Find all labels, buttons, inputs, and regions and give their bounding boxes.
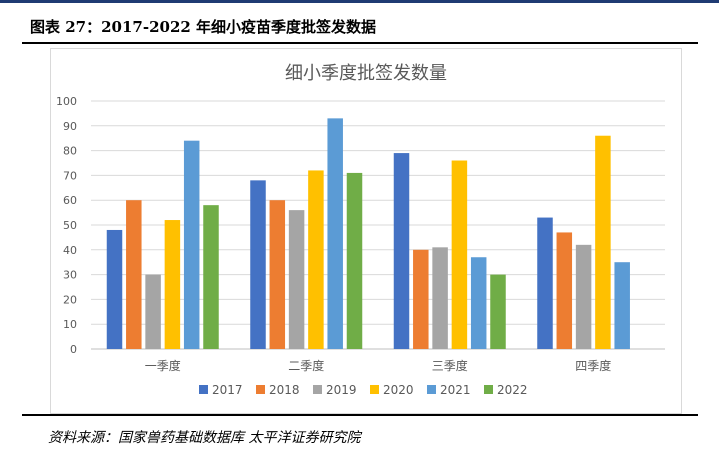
legend-label: 2021 <box>440 383 471 397</box>
bar-2017-3 <box>393 153 410 349</box>
legend-label: 2017 <box>212 383 243 397</box>
bars <box>106 118 630 349</box>
legend-swatch-2022 <box>484 385 493 394</box>
bar-chart: 细小季度批签发数量 0 10 20 30 40 50 60 70 80 90 100 一季度 二季度 三… <box>56 63 665 397</box>
bar-2020-1 <box>164 220 181 349</box>
legend-swatch-2018 <box>256 385 265 394</box>
legend-swatch-2021 <box>427 385 436 394</box>
bar-2021-2 <box>327 118 343 349</box>
bar-2020-2 <box>308 170 324 349</box>
bar-2021-3 <box>470 257 487 349</box>
bar-2022-3 <box>490 274 506 349</box>
bar-2019-4 <box>575 244 592 349</box>
legend-label: 2019 <box>326 383 357 397</box>
title-rule <box>22 42 698 44</box>
y-tick-label: 70 <box>63 169 77 182</box>
bar-2017-1 <box>106 229 123 349</box>
legend-swatch-2020 <box>370 385 379 394</box>
bar-2021-1 <box>183 140 200 349</box>
bar-2020-3 <box>451 160 468 349</box>
bar-2019-3 <box>432 247 448 349</box>
bar-2018-4 <box>556 232 573 349</box>
figure-label: 图表 27：2017-2022 年细小疫苗季度批签发数据 <box>30 18 377 36</box>
bar-2018-3 <box>413 249 429 349</box>
chart-title: 细小季度批签发数量 <box>285 63 447 84</box>
legend-swatch-2019 <box>313 385 322 394</box>
y-tick-label: 50 <box>63 219 77 232</box>
source-rule <box>22 414 698 416</box>
chart-area: 细小季度批签发数量 0 10 20 30 40 50 60 70 80 90 100 一季度 二季度 三… <box>50 48 682 414</box>
x-tick-label: 三季度 <box>432 358 468 373</box>
bar-2018-1 <box>126 200 142 349</box>
y-tick-label: 10 <box>63 318 77 331</box>
x-axis-labels: 一季度 二季度 三季度 四季度 <box>145 358 612 373</box>
y-tick-label: 30 <box>63 269 77 282</box>
y-tick-label: 20 <box>63 293 77 306</box>
legend-label: 2018 <box>269 383 300 397</box>
y-tick-label: 100 <box>56 95 77 108</box>
bar-2021-4 <box>614 262 630 349</box>
legend: 2017 2018 2019 2020 2021 2022 <box>199 383 528 397</box>
legend-label: 2020 <box>383 383 414 397</box>
x-tick-label: 一季度 <box>145 358 181 373</box>
bar-2017-2 <box>250 180 266 349</box>
y-tick-label: 0 <box>70 343 77 356</box>
y-tick-label: 40 <box>63 244 77 257</box>
bar-2018-2 <box>269 200 286 349</box>
y-tick-label: 60 <box>63 194 77 207</box>
legend-label: 2022 <box>497 383 528 397</box>
bar-2019-2 <box>288 210 305 349</box>
y-tick-label: 80 <box>63 145 77 158</box>
x-tick-label: 四季度 <box>575 358 611 373</box>
y-axis-ticks: 0 10 20 30 40 50 60 70 80 90 100 <box>56 95 77 356</box>
bar-2017-4 <box>537 217 553 349</box>
bar-2022-1 <box>203 205 219 349</box>
y-tick-label: 90 <box>63 120 77 133</box>
source-note: 资料来源：国家兽药基础数据库 太平洋证券研究院 <box>48 430 361 446</box>
x-tick-label: 二季度 <box>288 358 324 373</box>
bar-2019-1 <box>145 274 161 349</box>
legend-swatch-2017 <box>199 385 208 394</box>
bar-2022-2 <box>346 172 363 349</box>
bar-2020-4 <box>595 135 611 349</box>
top-border <box>0 0 719 3</box>
